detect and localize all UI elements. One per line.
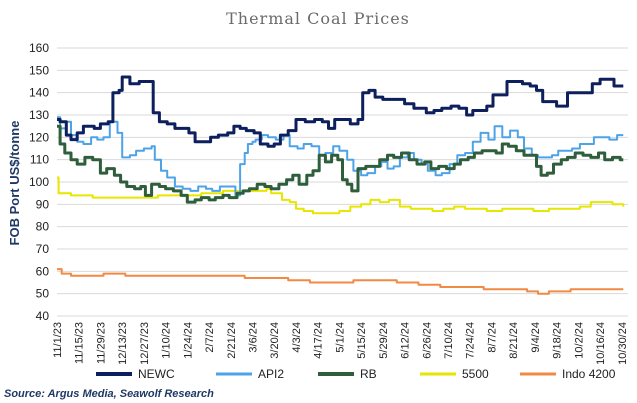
x-tick-label: 11/29/23 bbox=[95, 322, 107, 364]
x-tick-label: 3/6/24 bbox=[248, 322, 260, 353]
legend-label: NEWC bbox=[138, 367, 175, 381]
legend: NEWC API2 RB 5500 Indo 4200 bbox=[96, 367, 616, 381]
y-tick-label: 70 bbox=[36, 242, 50, 256]
y-tick-label: 150 bbox=[29, 63, 49, 77]
legend-label: RB bbox=[360, 367, 377, 381]
x-tick-label: 9/4/24 bbox=[530, 322, 542, 353]
x-tick-label: 10/2/24 bbox=[573, 322, 585, 359]
x-tick-label: 6/26/24 bbox=[421, 322, 433, 359]
y-axis-label: FOB Port US$/tonne bbox=[7, 121, 22, 246]
y-axis-ticks: 40 50 60 70 80 90 100 110 120 130 140 150 160 bbox=[29, 41, 49, 323]
y-tick-label: 120 bbox=[29, 130, 49, 144]
legend-label: Indo 4200 bbox=[562, 367, 616, 381]
y-tick-label: 60 bbox=[36, 264, 50, 278]
source-note: Source: Argus Media, Seawolf Research bbox=[4, 388, 214, 400]
y-tick-label: 40 bbox=[36, 309, 50, 323]
x-tick-label: 4/3/24 bbox=[291, 322, 303, 353]
y-tick-label: 100 bbox=[29, 175, 49, 189]
x-tick-label: 6/12/24 bbox=[400, 322, 412, 359]
legend-label: API2 bbox=[258, 367, 284, 381]
y-tick-label: 130 bbox=[29, 108, 49, 122]
series-line-newc bbox=[57, 75, 624, 148]
series-line-rb bbox=[57, 124, 624, 204]
y-tick-label: 50 bbox=[36, 287, 50, 301]
series-line-5500 bbox=[57, 176, 625, 215]
x-tick-label: 8/21/24 bbox=[508, 322, 520, 359]
x-tick-label: 5/29/24 bbox=[378, 322, 390, 359]
y-tick-label: 110 bbox=[30, 153, 49, 167]
x-tick-label: 12/13/23 bbox=[117, 322, 129, 365]
x-tick-label: 5/1/24 bbox=[334, 322, 346, 353]
x-tick-label: 1/24/24 bbox=[182, 322, 194, 359]
x-tick-label: 2/21/24 bbox=[226, 322, 238, 359]
x-tick-label: 5/15/24 bbox=[356, 322, 368, 359]
x-axis-ticks: 11/1/23 11/15/23 11/29/23 12/13/23 12/27/23 1… bbox=[52, 322, 629, 365]
y-tick-label: 90 bbox=[36, 197, 50, 211]
chart-title: Thermal Coal Prices bbox=[226, 9, 410, 28]
x-tick-label: 8/7/24 bbox=[486, 322, 498, 353]
x-tick-label: 2/7/24 bbox=[204, 322, 216, 353]
x-tick-label: 4/17/24 bbox=[313, 322, 325, 359]
x-tick-label: 12/27/23 bbox=[139, 322, 151, 365]
legend-label: 5500 bbox=[462, 367, 489, 381]
series-line-indo-4200 bbox=[57, 268, 624, 295]
x-tick-label: 10/16/24 bbox=[595, 322, 607, 365]
series-line-api2 bbox=[57, 116, 624, 197]
x-tick-label: 11/15/23 bbox=[74, 322, 86, 364]
y-tick-label: 160 bbox=[29, 41, 49, 55]
y-tick-label: 140 bbox=[29, 86, 49, 100]
x-tick-label: 10/30/24 bbox=[617, 322, 629, 365]
series-lines bbox=[57, 75, 625, 295]
x-tick-label: 3/20/24 bbox=[269, 322, 281, 359]
x-tick-label: 7/24/24 bbox=[465, 322, 477, 359]
x-tick-label: 11/1/23 bbox=[52, 322, 64, 358]
x-tick-label: 9/18/24 bbox=[552, 322, 564, 359]
x-tick-label: 1/10/24 bbox=[161, 322, 173, 359]
x-tick-label: 7/10/24 bbox=[443, 322, 455, 359]
y-tick-label: 80 bbox=[36, 220, 50, 234]
